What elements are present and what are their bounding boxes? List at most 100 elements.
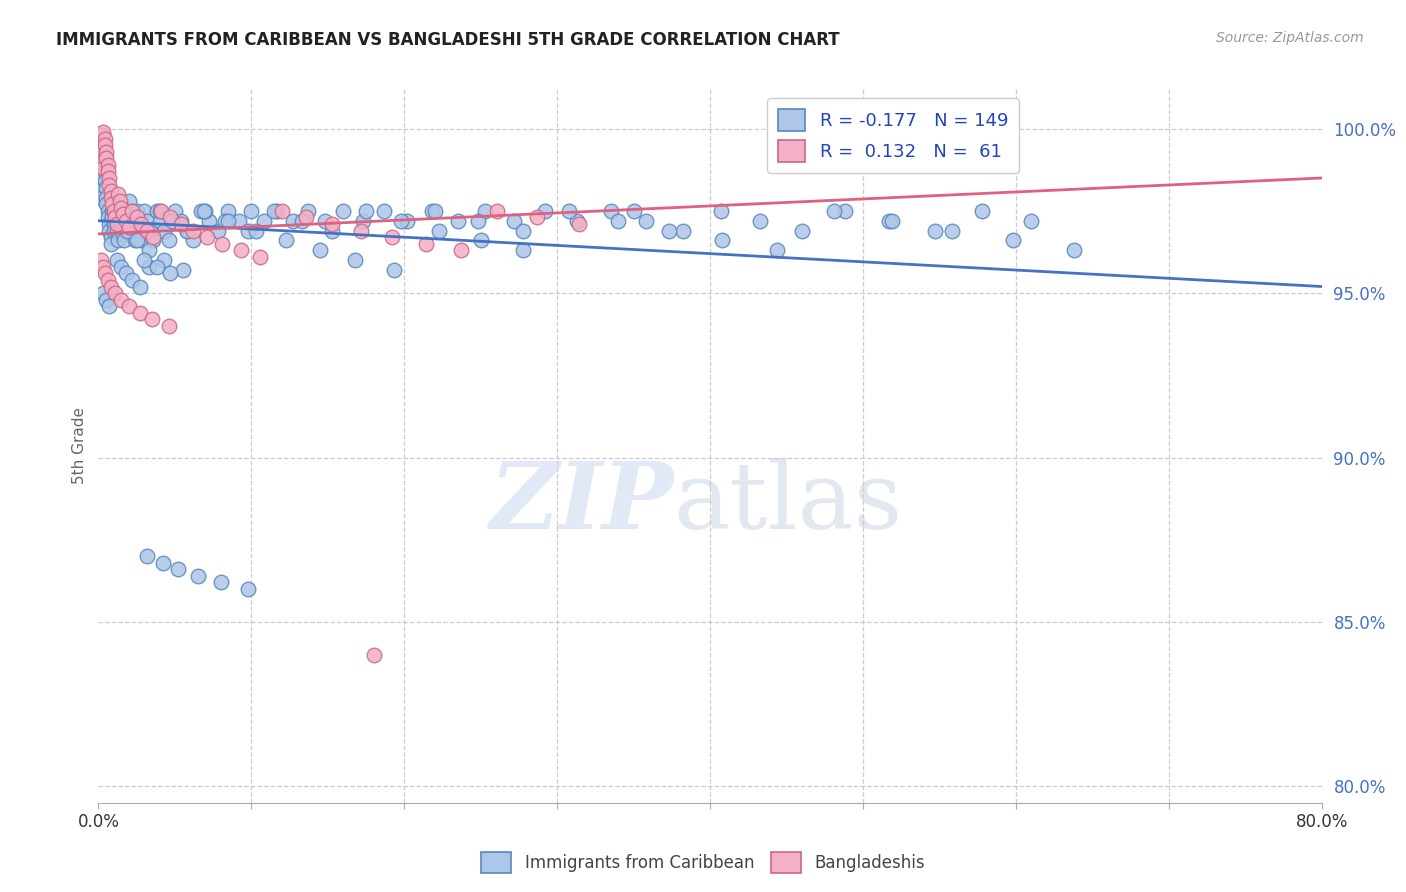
Point	[91, 125, 114, 139]
Point	[373, 203, 395, 218]
Point	[389, 213, 412, 227]
Point	[195, 230, 218, 244]
Point	[127, 213, 149, 227]
Point	[420, 203, 443, 218]
Point	[229, 244, 252, 258]
Point	[153, 224, 176, 238]
Point	[658, 224, 681, 238]
Point	[89, 138, 111, 153]
Point	[94, 197, 117, 211]
Point	[98, 299, 121, 313]
Point	[941, 224, 963, 238]
Point	[97, 158, 120, 172]
Point	[89, 164, 111, 178]
Point	[93, 158, 115, 172]
Point	[110, 293, 132, 307]
Point	[823, 203, 845, 218]
Point	[125, 211, 148, 225]
Point	[111, 207, 134, 221]
Point	[153, 253, 176, 268]
Point	[104, 211, 127, 225]
Point	[90, 145, 112, 159]
Point	[94, 151, 117, 165]
Point	[110, 260, 132, 274]
Point	[924, 224, 946, 238]
Point	[710, 203, 733, 218]
Point	[136, 549, 159, 564]
Point	[110, 220, 132, 235]
Point	[381, 230, 404, 244]
Point	[101, 197, 124, 211]
Point	[139, 224, 162, 238]
Point	[429, 224, 451, 238]
Point	[314, 213, 336, 227]
Point	[149, 203, 172, 218]
Point	[97, 211, 120, 225]
Point	[125, 203, 148, 218]
Point	[512, 244, 534, 258]
Point	[105, 224, 128, 238]
Point	[121, 213, 143, 227]
Point	[197, 213, 219, 227]
Point	[503, 213, 526, 227]
Point	[89, 154, 111, 169]
Point	[382, 263, 405, 277]
Point	[128, 224, 150, 238]
Point	[91, 260, 114, 274]
Point	[467, 213, 489, 227]
Point	[98, 178, 121, 192]
Point	[124, 234, 146, 248]
Point	[291, 213, 314, 227]
Point	[263, 203, 285, 218]
Point	[134, 203, 156, 218]
Point	[118, 299, 141, 313]
Point	[108, 203, 131, 218]
Point	[103, 203, 125, 218]
Point	[129, 217, 152, 231]
Point	[94, 293, 117, 307]
Point	[176, 224, 198, 238]
Point	[352, 213, 374, 227]
Point	[163, 203, 186, 218]
Point	[100, 230, 122, 244]
Point	[270, 203, 292, 218]
Point	[117, 224, 139, 238]
Point	[190, 203, 212, 218]
Point	[104, 286, 127, 301]
Point	[101, 203, 124, 218]
Point	[90, 191, 112, 205]
Point	[534, 203, 557, 218]
Point	[107, 234, 129, 248]
Point	[138, 244, 160, 258]
Point	[157, 318, 180, 333]
Point	[91, 151, 114, 165]
Point	[111, 227, 134, 241]
Point	[93, 174, 115, 188]
Legend: Immigrants from Caribbean, Bangladeshis: Immigrants from Caribbean, Bangladeshis	[475, 846, 931, 880]
Point	[108, 194, 131, 208]
Point	[103, 203, 125, 218]
Point	[115, 266, 138, 280]
Point	[89, 128, 111, 143]
Point	[157, 234, 180, 248]
Point	[136, 224, 159, 238]
Point	[332, 203, 354, 218]
Point	[187, 569, 209, 583]
Point	[599, 203, 621, 218]
Point	[129, 234, 152, 248]
Point	[93, 131, 115, 145]
Point	[98, 224, 121, 238]
Point	[207, 224, 229, 238]
Point	[100, 236, 122, 251]
Point	[145, 260, 167, 274]
Point	[105, 217, 128, 231]
Point	[450, 244, 472, 258]
Point	[128, 279, 150, 293]
Point	[486, 203, 509, 218]
Point	[834, 203, 856, 218]
Point	[120, 203, 142, 218]
Point	[214, 213, 236, 227]
Point	[150, 203, 173, 218]
Point	[91, 128, 114, 143]
Point	[423, 203, 446, 218]
